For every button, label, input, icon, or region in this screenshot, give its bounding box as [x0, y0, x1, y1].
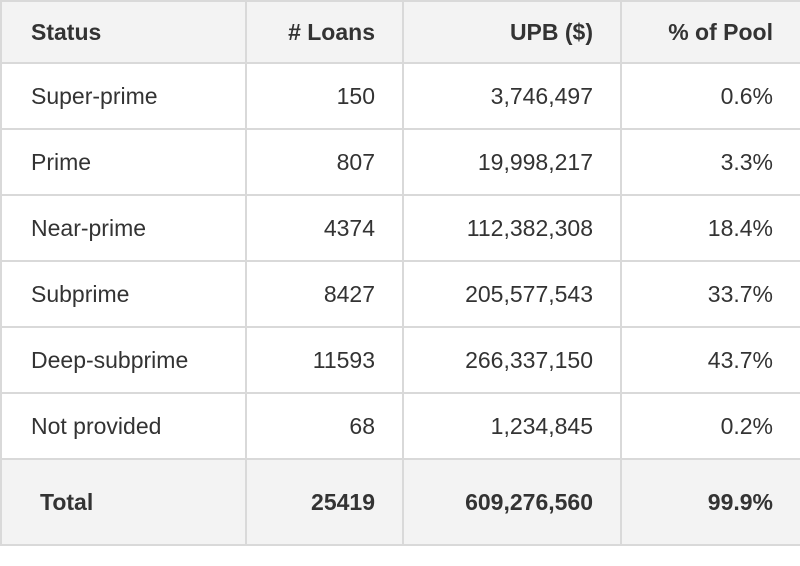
- table-row: Not provided 68 1,234,845 0.2%: [0, 392, 800, 460]
- cell-upb: 266,337,150: [402, 326, 622, 394]
- cell-pct-pool: 43.7%: [620, 326, 800, 394]
- cell-pct-pool: 33.7%: [620, 260, 800, 328]
- cell-upb: 112,382,308: [402, 194, 622, 262]
- cell-loans: 807: [245, 128, 404, 196]
- header-row: Status # Loans UPB ($) % of Pool: [0, 0, 800, 64]
- column-header-upb: UPB ($): [402, 0, 622, 64]
- cell-loans: 8427: [245, 260, 404, 328]
- table-row: Subprime 8427 205,577,543 33.7%: [0, 260, 800, 328]
- cell-loans: 68: [245, 392, 404, 460]
- cell-pct-pool: 3.3%: [620, 128, 800, 196]
- credit-status-table: Status # Loans UPB ($) % of Pool Super-p…: [0, 0, 800, 546]
- cell-loans: 150: [245, 62, 404, 130]
- total-pct-pool: 99.9%: [620, 458, 800, 546]
- column-header-pct-pool: % of Pool: [620, 0, 800, 64]
- cell-upb: 19,998,217: [402, 128, 622, 196]
- cell-upb: 3,746,497: [402, 62, 622, 130]
- cell-status: Subprime: [0, 260, 247, 328]
- cell-upb: 1,234,845: [402, 392, 622, 460]
- cell-pct-pool: 0.6%: [620, 62, 800, 130]
- column-header-status: Status: [0, 0, 247, 64]
- table-row: Deep-subprime 11593 266,337,150 43.7%: [0, 326, 800, 394]
- table-row: Prime 807 19,998,217 3.3%: [0, 128, 800, 196]
- cell-status: Not provided: [0, 392, 247, 460]
- total-label: Total: [0, 458, 247, 546]
- cell-upb: 205,577,543: [402, 260, 622, 328]
- cell-status: Super-prime: [0, 62, 247, 130]
- cell-loans: 4374: [245, 194, 404, 262]
- table-row: Super-prime 150 3,746,497 0.6%: [0, 62, 800, 130]
- total-upb: 609,276,560: [402, 458, 622, 546]
- table-row: Near-prime 4374 112,382,308 18.4%: [0, 194, 800, 262]
- cell-status: Near-prime: [0, 194, 247, 262]
- cell-pct-pool: 0.2%: [620, 392, 800, 460]
- cell-loans: 11593: [245, 326, 404, 394]
- cell-pct-pool: 18.4%: [620, 194, 800, 262]
- total-loans: 25419: [245, 458, 404, 546]
- cell-status: Deep-subprime: [0, 326, 247, 394]
- total-row: Total 25419 609,276,560 99.9%: [0, 458, 800, 546]
- column-header-num-loans: # Loans: [245, 0, 404, 64]
- cell-status: Prime: [0, 128, 247, 196]
